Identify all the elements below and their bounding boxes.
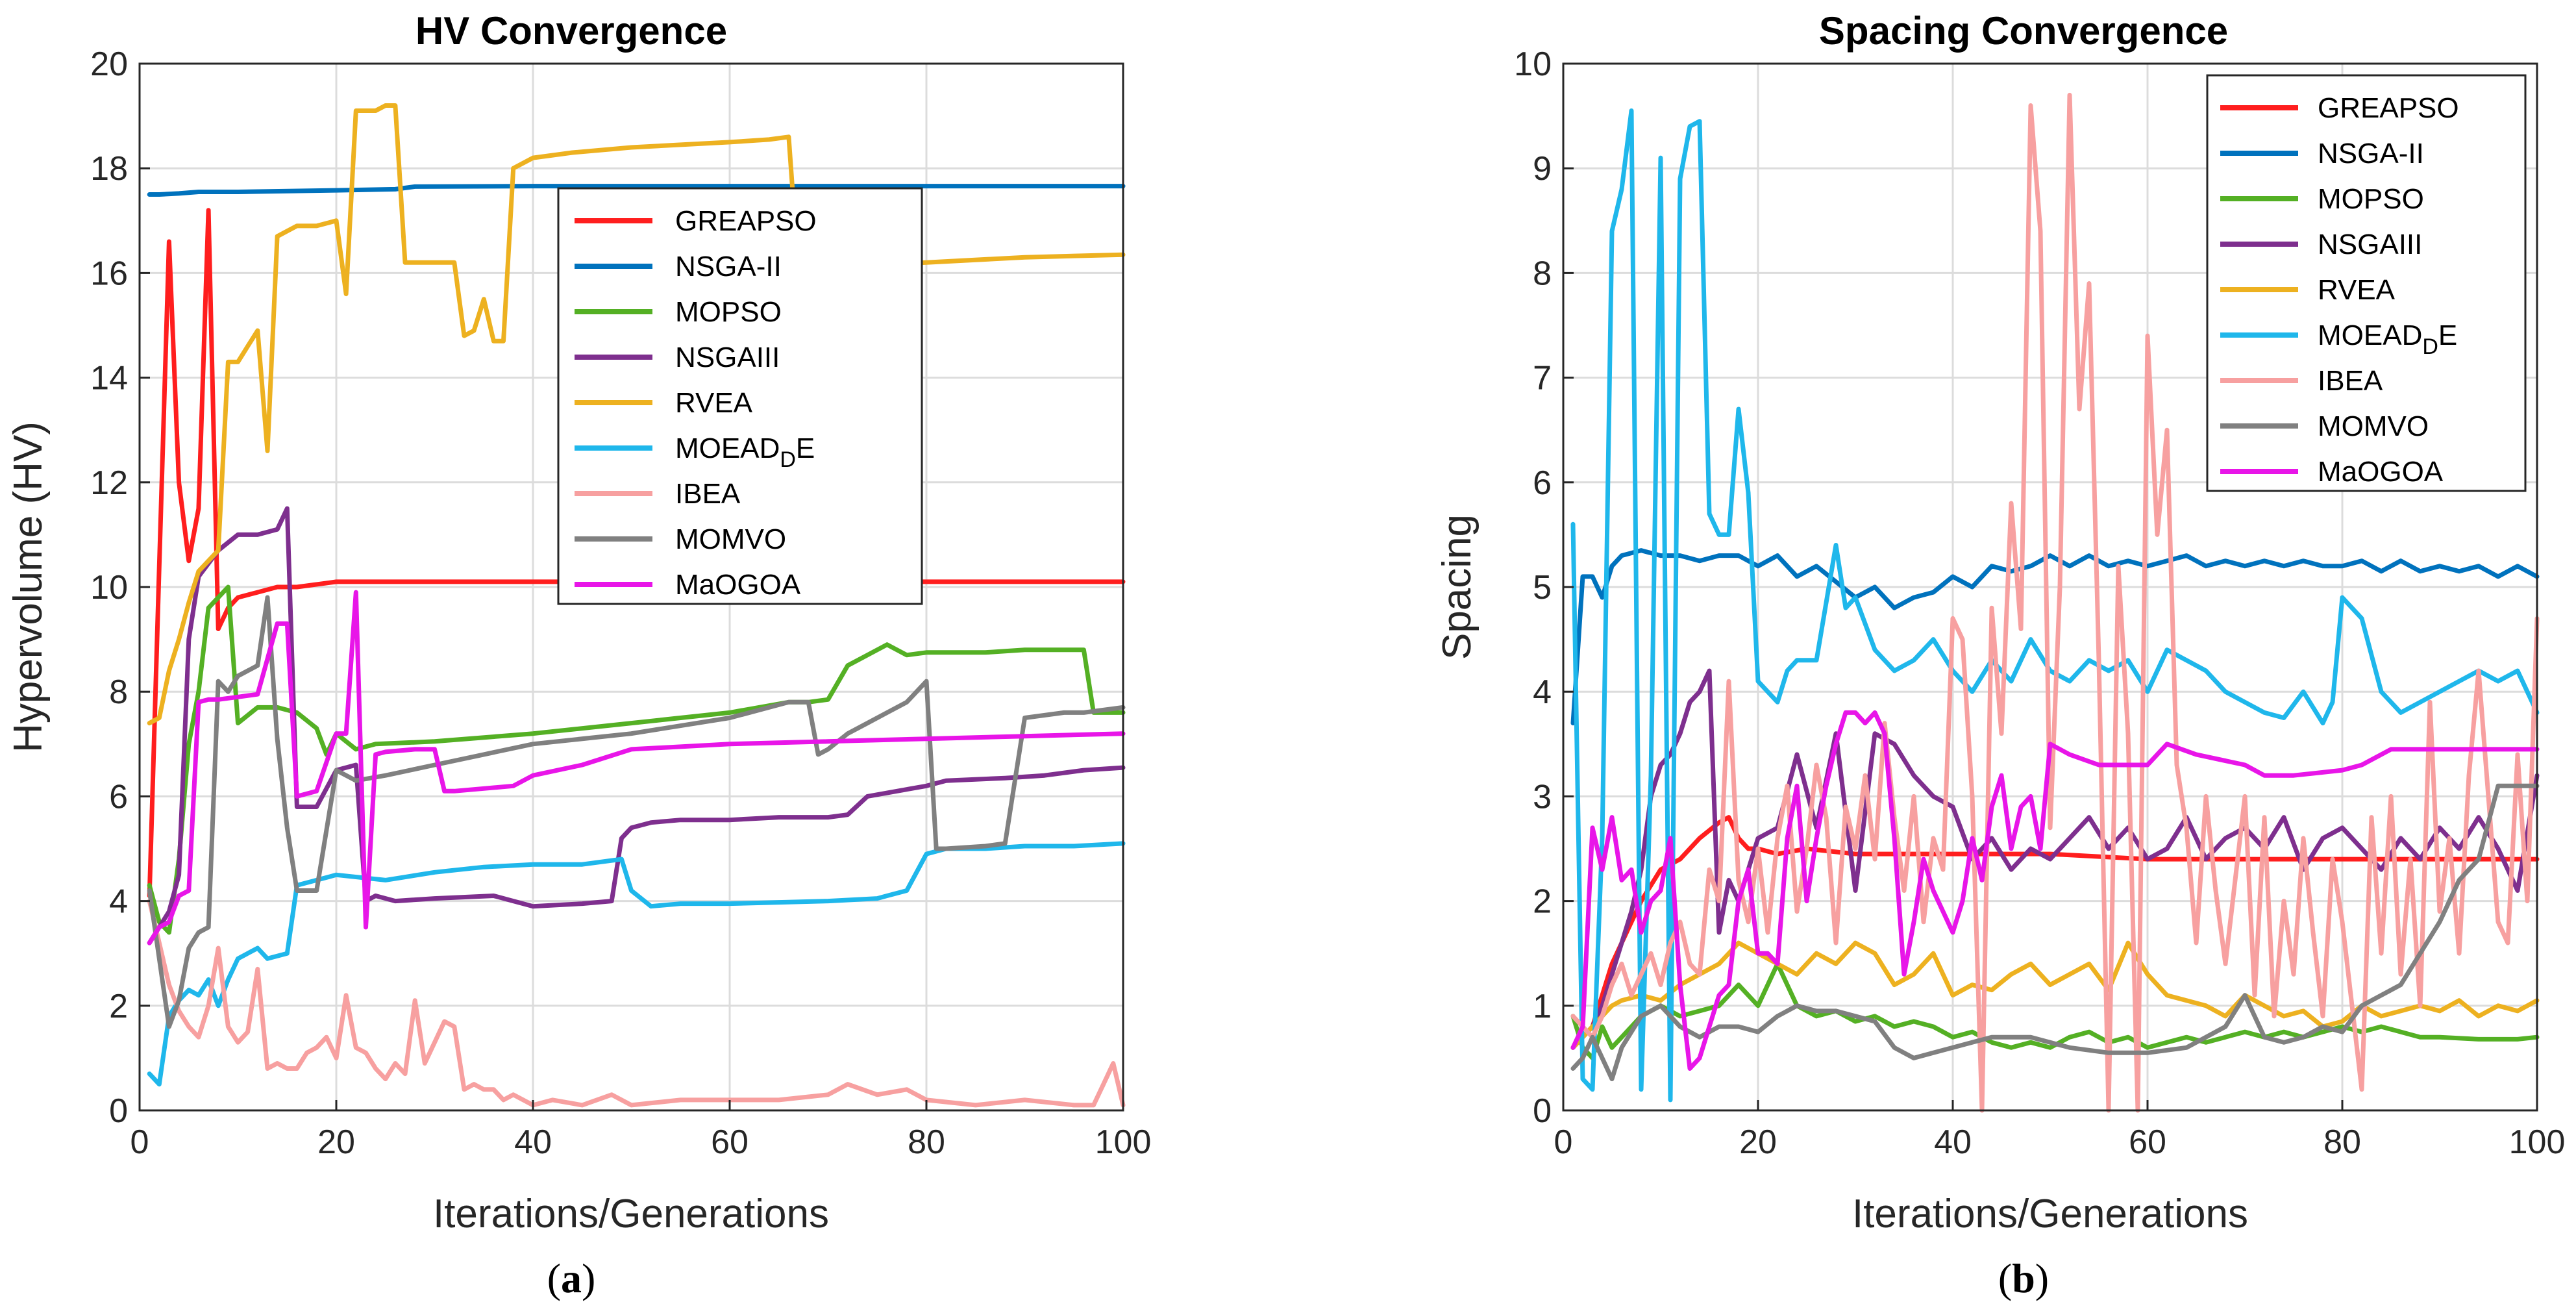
spacing-legend-label: NSGA-II — [2318, 138, 2424, 169]
spacing-y-tick-label: 7 — [1533, 360, 1552, 397]
spacing-tick-marks — [1562, 62, 2538, 1112]
spacing-series-moead-de — [1570, 108, 2540, 1103]
hv-y-axis-label: Hypervolume (HV) — [6, 421, 51, 753]
hv-legend-label: GREAPSO — [675, 205, 817, 237]
spacing-series-rvea — [1570, 940, 2540, 1050]
spacing-legend-label: RVEA — [2318, 274, 2396, 306]
spacing-x-axis-label: Iterations/Generations — [1852, 1192, 2248, 1236]
hv-legend-entries: GREAPSO NSGA-II MOPSO NSGAIII RVEA MOEADDE IBE… — [575, 205, 817, 601]
spacing-series-ibea — [1570, 92, 2540, 1113]
spacing-y-tick-label: 0 — [1533, 1092, 1552, 1130]
hv-series-nsga-ii — [147, 184, 1126, 197]
hv-y-tick-labels: 0 2 4 6 8 10 12 14 16 18 20 — [90, 45, 128, 1130]
hv-series-greapso — [147, 208, 1126, 898]
spacing-y-axis-label: Spacing — [1435, 514, 1480, 660]
hv-legend-label: RVEA — [675, 387, 753, 419]
hv-x-tick-label: 100 — [1095, 1123, 1152, 1161]
spacing-y-tick-label: 2 — [1533, 883, 1552, 921]
spacing-y-tick-labels: 0 1 2 3 4 5 6 7 8 9 10 — [1514, 45, 1552, 1130]
hv-legend-box — [557, 187, 923, 605]
spacing-legend-label: MaOGOA — [2318, 456, 2444, 488]
hv-x-tick-label: 40 — [514, 1123, 552, 1161]
spacing-x-tick-label: 20 — [1739, 1123, 1777, 1161]
hv-y-tick-label: 0 — [109, 1092, 128, 1130]
hv-chart: HV Convergence 0 20 40 60 80 100 0 2 4 6 8 10 12 14 1… — [6, 9, 1151, 1301]
hv-legend-label: NSGAIII — [675, 342, 780, 373]
spacing-y-tick-label: 1 — [1533, 988, 1552, 1025]
spacing-legend-entries: GREAPSO NSGA-II MOPSO NSGAIII RVEA MOEADDE IBE… — [2220, 92, 2459, 488]
hv-y-tick-label: 18 — [90, 150, 128, 188]
spacing-series-momvo — [1570, 783, 2540, 1082]
spacing-series-maogoa — [1570, 710, 2540, 1071]
hv-series-nsgaiii — [147, 506, 1126, 945]
spacing-y-tick-label: 6 — [1533, 464, 1552, 502]
hv-y-tick-label: 10 — [90, 569, 128, 606]
hv-chart-title: HV Convergence — [415, 9, 727, 53]
hv-series-ibea — [147, 899, 1126, 1108]
spacing-chart-title: Spacing Convergence — [1819, 9, 2228, 53]
spacing-y-tick-label: 5 — [1533, 569, 1552, 606]
hv-y-tick-label: 14 — [90, 360, 128, 397]
spacing-legend-label: GREAPSO — [2318, 92, 2459, 124]
hv-legend: GREAPSO NSGA-II MOPSO NSGAIII RVEA MOEADDE IBE… — [557, 187, 923, 605]
spacing-y-tick-label: 9 — [1533, 150, 1552, 188]
spacing-y-tick-label: 4 — [1533, 673, 1552, 711]
hv-legend-label: MOPSO — [675, 296, 782, 328]
hv-x-tick-label: 80 — [908, 1123, 945, 1161]
hv-x-axis-label: Iterations/Generations — [433, 1192, 829, 1236]
spacing-legend-label: MOEADDE — [2318, 319, 2457, 359]
hv-x-tick-label: 60 — [711, 1123, 749, 1161]
spacing-series-nsga-ii — [1570, 548, 2540, 726]
spacing-y-tick-label: 3 — [1533, 778, 1552, 816]
hv-panel-label: (a) — [547, 1255, 596, 1301]
spacing-x-tick-label: 0 — [1554, 1123, 1573, 1161]
hv-legend-label: MOMVO — [675, 523, 786, 555]
hv-y-tick-label: 2 — [109, 988, 128, 1025]
hv-legend-label: IBEA — [675, 478, 741, 510]
hv-legend-label: NSGA-II — [675, 251, 782, 282]
hv-y-tick-label: 4 — [109, 883, 128, 921]
spacing-x-tick-labels: 0 20 40 60 80 100 — [1554, 1123, 2566, 1161]
hv-series-rvea — [147, 103, 1126, 726]
spacing-y-tick-label: 10 — [1514, 45, 1552, 83]
spacing-x-tick-label: 60 — [2129, 1123, 2166, 1161]
hv-x-tick-label: 20 — [317, 1123, 355, 1161]
spacing-legend-label: NSGAIII — [2318, 229, 2422, 260]
spacing-legend-label: MOMVO — [2318, 410, 2429, 442]
spacing-legend-label: IBEA — [2318, 365, 2383, 397]
hv-y-tick-label: 12 — [90, 464, 128, 502]
spacing-legend-box — [2206, 74, 2527, 492]
hv-series-group — [147, 103, 1126, 1108]
hv-x-tick-labels: 0 20 40 60 80 100 — [130, 1123, 1152, 1161]
hv-legend-label: MaOGOA — [675, 569, 801, 601]
hv-tick-marks — [138, 62, 1124, 1112]
hv-y-tick-label: 20 — [90, 45, 128, 83]
spacing-panel-label: (b) — [1998, 1255, 2049, 1301]
hv-series-momvo — [147, 595, 1126, 1029]
hv-series-maogoa — [147, 590, 1126, 945]
hv-y-tick-label: 8 — [109, 673, 128, 711]
spacing-x-tick-label: 100 — [2509, 1123, 2566, 1161]
spacing-legend-label: MOPSO — [2318, 183, 2424, 215]
spacing-series-group — [1570, 92, 2540, 1113]
hv-legend-label: MOEADDE — [675, 432, 815, 472]
spacing-legend: GREAPSO NSGA-II MOPSO NSGAIII RVEA MOEADDE IBE… — [2206, 74, 2527, 492]
hv-y-tick-label: 16 — [90, 255, 128, 292]
hv-x-tick-label: 0 — [130, 1123, 149, 1161]
spacing-y-tick-label: 8 — [1533, 255, 1552, 292]
hv-series-mopso — [147, 584, 1126, 935]
spacing-x-tick-label: 40 — [1934, 1123, 1972, 1161]
hv-y-tick-label: 6 — [109, 778, 128, 816]
spacing-chart: Spacing Convergence 0 20 40 60 80 100 0 1 2 3 4 5 6… — [1435, 9, 2565, 1301]
spacing-x-tick-label: 80 — [2323, 1123, 2361, 1161]
